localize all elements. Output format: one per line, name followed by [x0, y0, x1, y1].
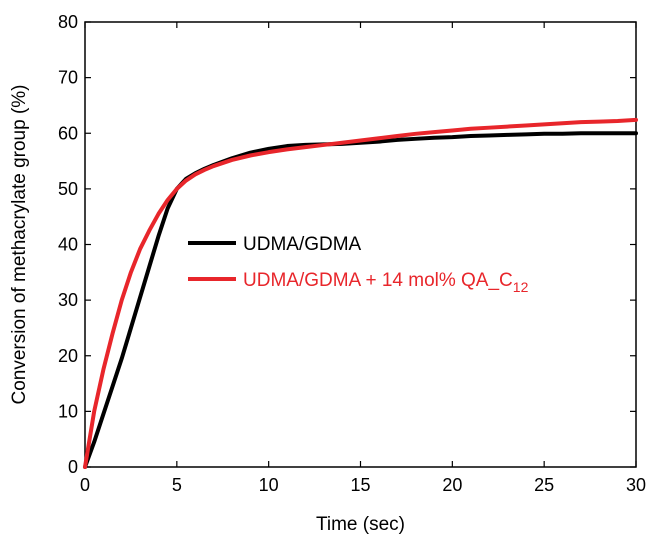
y-tick-label: 30 [58, 290, 78, 310]
x-tick-label: 20 [442, 475, 462, 495]
x-tick-label: 0 [80, 475, 90, 495]
legend-label-2: UDMA/GDMA + 14 mol% QA_C12 [243, 270, 529, 295]
y-tick-label: 70 [58, 68, 78, 88]
legend: UDMA/GDMA UDMA/GDMA + 14 mol% QA_C12 [188, 234, 529, 295]
series-layer [83, 117, 638, 469]
y-tick-label: 50 [58, 179, 78, 199]
y-tick-label: 60 [58, 123, 78, 143]
x-tick-label: 5 [172, 475, 182, 495]
series-line-1 [83, 131, 638, 469]
legend-label-subscript: 12 [513, 279, 529, 295]
legend-label-1: UDMA/GDMA [243, 234, 362, 255]
y-axis-title: Conversion of methacrylate group (%) [9, 85, 30, 405]
x-tick-label: 15 [350, 475, 370, 495]
y-tick-label: 10 [58, 401, 78, 421]
y-axis-ticks: 0 10 20 30 40 50 60 70 80 [58, 12, 636, 477]
y-tick-label: 0 [68, 457, 78, 477]
x-axis-title: Time (sec) [316, 514, 405, 535]
y-tick-label: 20 [58, 346, 78, 366]
x-axis-ticks: 0 5 10 15 20 25 30 [80, 22, 646, 495]
x-tick-label: 25 [534, 475, 554, 495]
legend-label-main: UDMA/GDMA + 14 mol% QA_C [243, 270, 513, 291]
x-tick-label: 30 [626, 475, 646, 495]
series-line-2 [83, 117, 638, 469]
y-tick-label: 80 [58, 12, 78, 32]
y-tick-label: 40 [58, 235, 78, 255]
x-tick-label: 10 [259, 475, 279, 495]
